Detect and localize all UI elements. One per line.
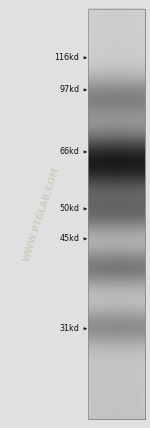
Text: 31kd: 31kd xyxy=(60,324,80,333)
Text: 66kd: 66kd xyxy=(60,147,80,157)
Text: WWW.PTGLAB.COM: WWW.PTGLAB.COM xyxy=(22,166,62,262)
Text: 50kd: 50kd xyxy=(60,204,80,214)
Bar xyxy=(88,9,145,419)
Text: 97kd: 97kd xyxy=(59,85,80,95)
Bar xyxy=(88,9,145,419)
Text: 116kd: 116kd xyxy=(55,53,80,62)
Text: 45kd: 45kd xyxy=(60,234,80,244)
